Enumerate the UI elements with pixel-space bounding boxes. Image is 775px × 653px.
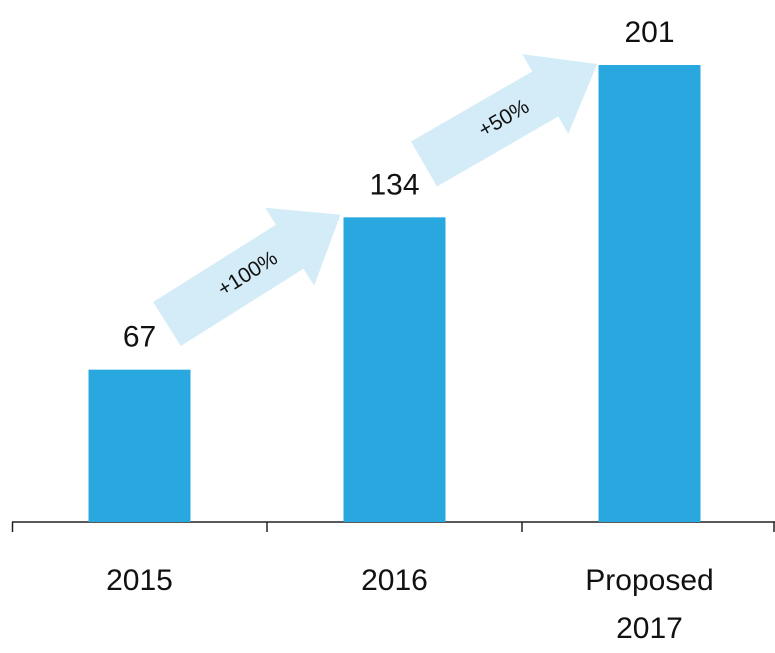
arrow-shape (411, 54, 598, 187)
x-tick-label: 2015 (106, 564, 173, 597)
bar (88, 369, 191, 522)
bar (598, 65, 701, 522)
arrow-shape (153, 207, 341, 347)
value-label: 201 (624, 16, 674, 49)
growth-arrow: +50% (411, 54, 598, 187)
x-tick-label: 2016 (361, 564, 428, 597)
growth-arrow: +100% (153, 207, 341, 347)
bar (343, 217, 446, 523)
value-label: 67 (123, 321, 156, 354)
x-tick-label: Proposed 2017 (585, 564, 714, 645)
value-label: 134 (369, 168, 419, 201)
